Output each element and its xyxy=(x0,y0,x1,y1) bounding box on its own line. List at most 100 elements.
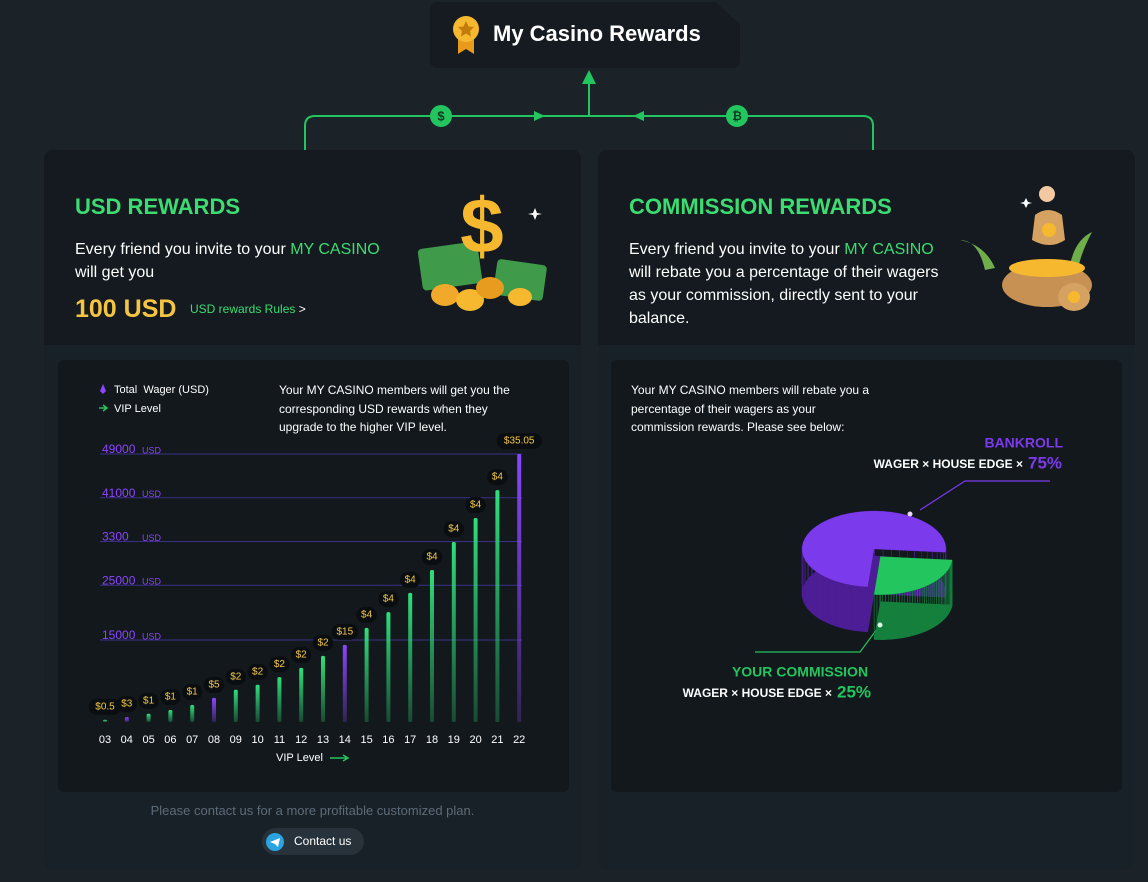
money-illustration: $ xyxy=(417,182,547,311)
commission-card-top xyxy=(598,150,1135,345)
reward-label: $4 xyxy=(426,552,438,563)
reward-bubble xyxy=(291,646,312,663)
footer-note: Please contact us for a more profitable … xyxy=(150,803,475,818)
reward-bubble xyxy=(496,433,542,449)
bar xyxy=(451,542,456,722)
bag-illustration xyxy=(960,186,1092,311)
reward-bubble xyxy=(160,688,181,705)
bar xyxy=(233,689,238,722)
reward-label: $15 xyxy=(336,627,353,638)
reward-label: $4 xyxy=(361,610,373,621)
x-axis-label: VIP Level xyxy=(276,752,323,764)
reward-label: $2 xyxy=(317,637,329,648)
rules-arrow[interactable]: > xyxy=(298,302,306,316)
bar xyxy=(168,709,173,722)
reward-bubble xyxy=(88,698,122,715)
reward-bubble xyxy=(487,469,508,486)
dollar-sign: $ xyxy=(460,182,503,270)
bar xyxy=(255,684,260,722)
reward-bubble xyxy=(116,696,137,713)
bar xyxy=(408,592,413,722)
reward-label: $4 xyxy=(405,575,417,586)
reward-label: $4 xyxy=(492,472,504,483)
y-tick-label: 41000 xyxy=(102,486,136,500)
reward-bubble xyxy=(269,656,290,673)
text: Every friend you invite to your xyxy=(629,241,845,258)
reward-label: $2 xyxy=(230,671,242,682)
reward-bubble xyxy=(378,591,399,608)
medal-star xyxy=(458,21,474,37)
card-description: Every friend you invite to your MY CASIN… xyxy=(629,238,941,330)
reward-amount: 100 USD xyxy=(75,295,177,323)
card-title: USD REWARDS xyxy=(75,194,241,219)
reward-label: $35.05 xyxy=(504,436,535,447)
telegram-plane xyxy=(270,838,280,847)
bar xyxy=(495,490,500,722)
chart-panel xyxy=(58,360,569,792)
connector xyxy=(304,80,874,150)
bar xyxy=(364,627,369,722)
bar xyxy=(212,697,216,722)
x-tick-label: 11 xyxy=(274,734,285,746)
bar xyxy=(299,667,304,722)
reward-bubble xyxy=(247,663,268,680)
x-tick-label: 17 xyxy=(404,734,416,746)
x-tick-label: 06 xyxy=(164,734,176,746)
slice-formula: WAGER × HOUSE EDGE × xyxy=(683,686,832,700)
bar xyxy=(190,705,195,722)
x-tick-label: 18 xyxy=(426,734,438,746)
reward-label: $2 xyxy=(274,659,286,670)
reward-label: $4 xyxy=(383,594,395,605)
chart-note: Your MY CASINO members will get you the … xyxy=(279,383,510,434)
x-tick-label: 21 xyxy=(491,734,503,746)
highlight: MY CASINO xyxy=(844,241,934,258)
reward-label: $3 xyxy=(121,699,133,710)
rules-link[interactable]: USD rewards Rules > xyxy=(190,302,306,316)
y-tick-unit: USD xyxy=(142,533,162,543)
reward-label: $5 xyxy=(208,680,220,691)
x-tick-label: 09 xyxy=(230,734,242,746)
x-tick-label: 10 xyxy=(251,734,263,746)
x-tick-label: 20 xyxy=(469,734,481,746)
bar xyxy=(517,454,522,722)
reward-label: $1 xyxy=(187,687,199,698)
text: will get you xyxy=(75,264,155,281)
rules-text[interactable]: USD rewards Rules xyxy=(190,302,296,316)
reward-bubble xyxy=(331,623,359,640)
pie-slice xyxy=(874,556,953,595)
bar xyxy=(321,655,325,722)
bar xyxy=(342,644,347,722)
slice-name: BANKROLL xyxy=(984,435,1063,451)
reward-label: $4 xyxy=(448,524,460,535)
glow-dot xyxy=(877,622,883,628)
x-tick-label: 22 xyxy=(513,734,525,746)
usd-glyph: $ xyxy=(437,108,445,123)
pie-note: Your MY CASINO members will rebate you a… xyxy=(631,383,870,434)
slice-value: 25% xyxy=(837,682,871,701)
usd-icon xyxy=(430,105,452,127)
reward-bubble xyxy=(356,606,377,623)
x-label-arrow xyxy=(330,754,350,762)
bar xyxy=(103,719,107,722)
card-description: Every friend you invite to your MY CASIN… xyxy=(75,238,387,284)
medal-ribbon xyxy=(458,38,474,54)
y-tick-label: 25000 xyxy=(102,573,136,587)
card-title: COMMISSION REWARDS xyxy=(629,194,892,219)
bar xyxy=(473,517,478,722)
slice-name: YOUR COMMISSION xyxy=(732,664,868,680)
reward-bubble xyxy=(138,692,159,709)
reward-label: $2 xyxy=(296,649,308,660)
legend-label: Total Wager (USD) xyxy=(114,384,209,396)
contact-label[interactable]: Contact us xyxy=(294,834,352,848)
slice-formula: WAGER × HOUSE EDGE × xyxy=(874,457,1023,471)
reward-bubble xyxy=(182,684,203,701)
x-tick-label: 13 xyxy=(317,734,329,746)
contact-button[interactable] xyxy=(262,828,364,855)
reward-bubble xyxy=(400,571,421,588)
legend-label: VIP Level xyxy=(114,403,161,415)
leader-line xyxy=(919,480,1050,511)
arrow-up xyxy=(582,70,596,84)
bar xyxy=(430,569,434,722)
